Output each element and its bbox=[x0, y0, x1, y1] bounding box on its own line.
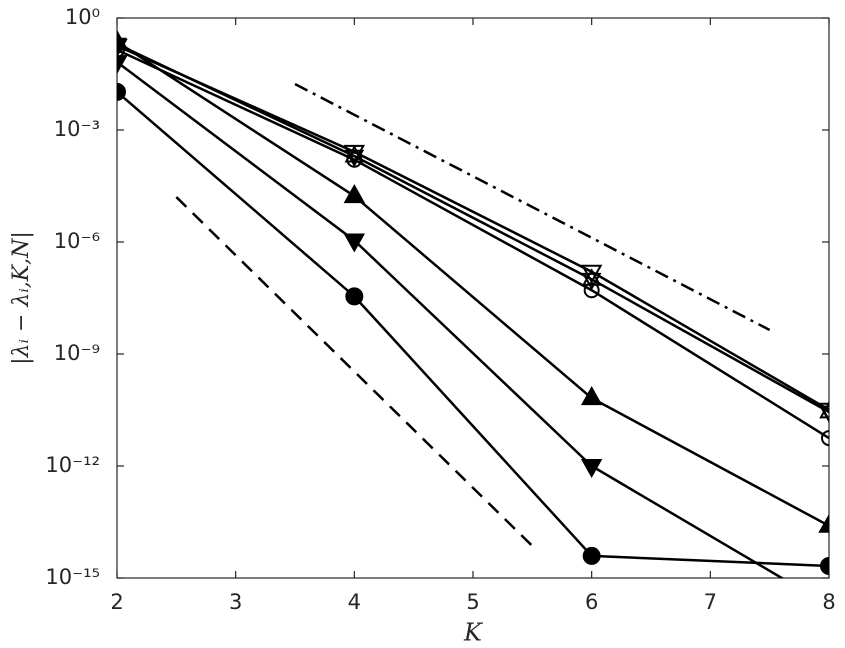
y-tick-label: 10⁻¹⁵ bbox=[45, 565, 100, 589]
series-line bbox=[117, 40, 829, 527]
reference-line bbox=[175, 196, 534, 547]
x-tick-label: 3 bbox=[229, 590, 242, 614]
x-tick-label: 5 bbox=[466, 590, 479, 614]
data-point bbox=[819, 400, 829, 424]
data-point bbox=[581, 268, 602, 291]
data-point bbox=[117, 82, 126, 101]
y-tick-label: 10⁻⁶ bbox=[54, 229, 100, 253]
x-tick-label: 2 bbox=[110, 590, 123, 614]
data-point bbox=[343, 184, 366, 204]
data-point bbox=[345, 287, 364, 306]
x-tick-label: 8 bbox=[822, 590, 835, 614]
x-axis-label: K bbox=[463, 619, 484, 647]
x-tick-label: 7 bbox=[704, 590, 717, 614]
data-point bbox=[117, 33, 127, 56]
data-point bbox=[117, 38, 128, 58]
data-point bbox=[580, 386, 603, 406]
data-point bbox=[818, 513, 829, 533]
series-line bbox=[117, 90, 829, 568]
y-axis-label: |λᵢ − λᵢ,K,N| bbox=[9, 231, 34, 365]
series-line bbox=[117, 48, 829, 440]
x-tick-label: 6 bbox=[585, 590, 598, 614]
data-point bbox=[582, 546, 601, 565]
data-point bbox=[821, 430, 829, 447]
y-tick-label: 10⁻¹² bbox=[45, 453, 100, 477]
reference-line bbox=[294, 82, 771, 332]
y-tick-label: 10⁻⁹ bbox=[54, 341, 100, 365]
data-point bbox=[820, 556, 829, 575]
data-point bbox=[344, 145, 365, 168]
series-line bbox=[117, 42, 829, 414]
series-line bbox=[117, 61, 785, 578]
plot-area bbox=[117, 29, 829, 578]
y-tick-label: 10⁻³ bbox=[54, 117, 100, 141]
data-point bbox=[580, 459, 603, 479]
data-point bbox=[117, 55, 128, 75]
data-point bbox=[343, 233, 366, 253]
x-tick-label: 4 bbox=[348, 590, 361, 614]
y-tick-label: 10⁰ bbox=[65, 5, 100, 29]
